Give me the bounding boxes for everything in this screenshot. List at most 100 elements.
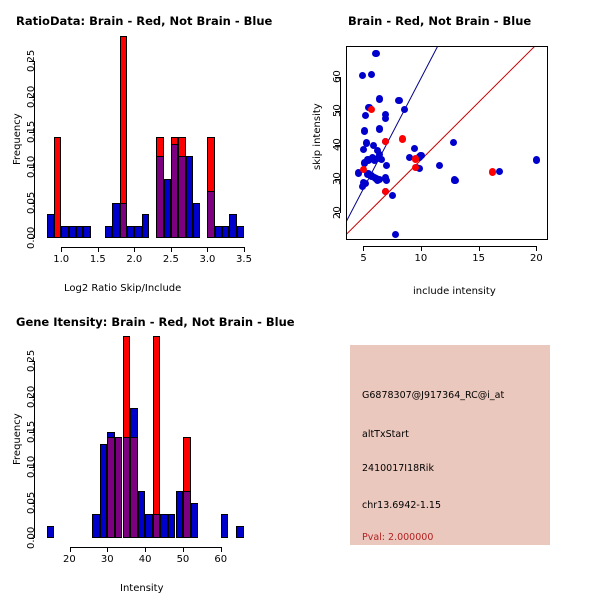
histogram-bar-overlap xyxy=(114,436,123,538)
x-axis-tick-label: 2.0 xyxy=(126,254,143,265)
y-axis-line xyxy=(34,61,35,238)
x-axis-tick xyxy=(69,547,71,552)
x-axis-tick-label: 40 xyxy=(138,554,152,565)
y-axis-tick xyxy=(29,238,34,239)
x-axis-tick xyxy=(207,247,209,252)
info-probe-id: G6878307@J917364_RC@i_at xyxy=(362,390,505,401)
x-axis-tick-label: 3.5 xyxy=(236,254,252,265)
y-axis-tick-label: 0.10 xyxy=(26,156,37,179)
scatter-point-not-brain xyxy=(395,96,403,104)
x-axis-tick xyxy=(421,246,423,251)
x-axis-tick-label: 1.0 xyxy=(53,254,70,265)
y-axis-tick-label: 0.00 xyxy=(26,226,37,249)
scatter-point-brain xyxy=(381,188,389,196)
red-line-reference-line xyxy=(347,47,535,235)
y-axis-tick-label: 0.25 xyxy=(26,350,37,373)
scatter-point-not-brain xyxy=(381,115,389,123)
scatter-point-not-brain xyxy=(401,106,409,114)
scatter-point-not-brain xyxy=(435,161,444,169)
y-axis-tick-label: 0.15 xyxy=(26,420,37,443)
x-axis-tick xyxy=(478,246,480,251)
scatter-point-not-brain xyxy=(416,153,424,161)
y-axis-tick-label: 0.15 xyxy=(26,120,37,143)
gene-hist-xlabel: Intensity xyxy=(120,583,164,594)
y-axis-tick xyxy=(29,396,34,398)
x-axis-tick-label: 5 xyxy=(360,253,367,264)
y-axis-tick xyxy=(29,467,34,469)
histogram-bar-not-brain xyxy=(92,514,100,538)
scatter-point-not-brain xyxy=(362,111,370,120)
histogram-bar-overlap xyxy=(107,436,115,538)
info-pval: Pval: 2.000000 xyxy=(362,532,434,543)
scatter-point-not-brain xyxy=(367,70,375,79)
histogram-bar-overlap xyxy=(156,155,164,238)
x-axis-tick-label: 50 xyxy=(176,554,190,565)
x-axis-tick-label: 10 xyxy=(414,253,428,264)
scatter-point-not-brain xyxy=(358,183,366,191)
x-axis-tick xyxy=(536,246,538,251)
y-axis-line xyxy=(34,361,35,538)
y-axis-tick-label: 0.20 xyxy=(26,385,37,408)
ratio-hist-plot-area: 1.0 1.5 2.0 2.5 3.0 3.5 0.00 0.05 0.10 0.15 0.20 0.… xyxy=(0,0,300,300)
x-axis-tick xyxy=(220,547,222,552)
y-axis-tick-label: 30 xyxy=(332,172,343,186)
x-axis-tick xyxy=(134,247,136,252)
x-axis-line xyxy=(61,247,245,248)
histogram-bar-not-brain xyxy=(134,226,142,238)
y-axis-tick xyxy=(335,212,340,214)
y-axis-tick-label: 0.05 xyxy=(26,191,37,214)
y-axis-tick-label: 0.05 xyxy=(26,491,37,514)
scatter-point-not-brain xyxy=(382,177,390,185)
y-axis-tick-label: 0.10 xyxy=(26,456,37,479)
scatter-point-brain xyxy=(411,155,419,163)
histogram-bar-not-brain xyxy=(190,502,199,538)
x-axis-tick-label: 1.5 xyxy=(89,254,106,265)
scatter-point-not-brain xyxy=(371,157,379,165)
ratio-hist-title: RatioData: Brain - Red, Not Brain - Blue xyxy=(16,14,273,28)
y-axis-tick-label: 60 xyxy=(332,70,343,84)
scatter-point-not-brain xyxy=(532,156,541,164)
histogram-bar-not-brain xyxy=(61,226,69,238)
histogram-bar-not-brain xyxy=(105,226,113,238)
x-axis-tick xyxy=(97,247,99,252)
x-axis-tick xyxy=(61,247,63,252)
histogram-bar-overlap xyxy=(207,190,215,238)
scatter-point-not-brain xyxy=(375,125,384,133)
y-axis-tick-label: 0.25 xyxy=(26,50,37,73)
scatter-point-not-brain xyxy=(392,230,400,239)
y-axis-tick-label: 0.00 xyxy=(26,526,37,549)
histogram-bar-not-brain xyxy=(229,214,237,238)
info-event-type: altTxStart xyxy=(362,429,409,440)
histogram-bar-not-brain xyxy=(83,226,91,238)
histogram-bar-overlap xyxy=(178,155,186,238)
scatter-point-not-brain xyxy=(495,167,504,176)
info-gene-symbol: 2410017I18Rik xyxy=(362,463,434,474)
scatter-point-not-brain xyxy=(378,156,386,164)
x-axis-tick-label: 20 xyxy=(63,554,76,565)
scatter-point-not-brain xyxy=(382,161,390,169)
x-axis-tick-label: 2.5 xyxy=(162,254,179,265)
histogram-bar-not-brain xyxy=(192,202,201,238)
scatter-point-brain xyxy=(398,135,407,143)
scatter-point-not-brain xyxy=(381,110,389,118)
info-locus: chr13.6942-1.15 xyxy=(362,500,442,511)
x-axis-tick xyxy=(363,246,365,251)
histogram-bar-not-brain xyxy=(222,226,230,238)
scatter-point-brain xyxy=(359,165,367,173)
y-axis-tick xyxy=(29,167,34,169)
histogram-bar-not-brain xyxy=(141,214,149,238)
histogram-bar-not-brain xyxy=(127,226,135,238)
histogram-bar-overlap xyxy=(170,143,179,238)
scatter-point-not-brain xyxy=(452,177,460,185)
histogram-bar-not-brain xyxy=(185,155,193,238)
y-axis-tick-label: 0.20 xyxy=(26,85,37,108)
x-axis-tick-label: 60 xyxy=(214,554,228,565)
histogram-bar-not-brain xyxy=(75,226,84,238)
scatter-point-not-brain xyxy=(449,139,457,147)
scatter-point-not-brain xyxy=(364,156,372,164)
y-axis-tick xyxy=(29,502,34,504)
scatter-point-brain xyxy=(488,168,497,176)
scatter-point-not-brain xyxy=(416,164,424,172)
panel-gene-histogram: Gene Itensity: Brain - Red, Not Brain - … xyxy=(0,300,300,600)
